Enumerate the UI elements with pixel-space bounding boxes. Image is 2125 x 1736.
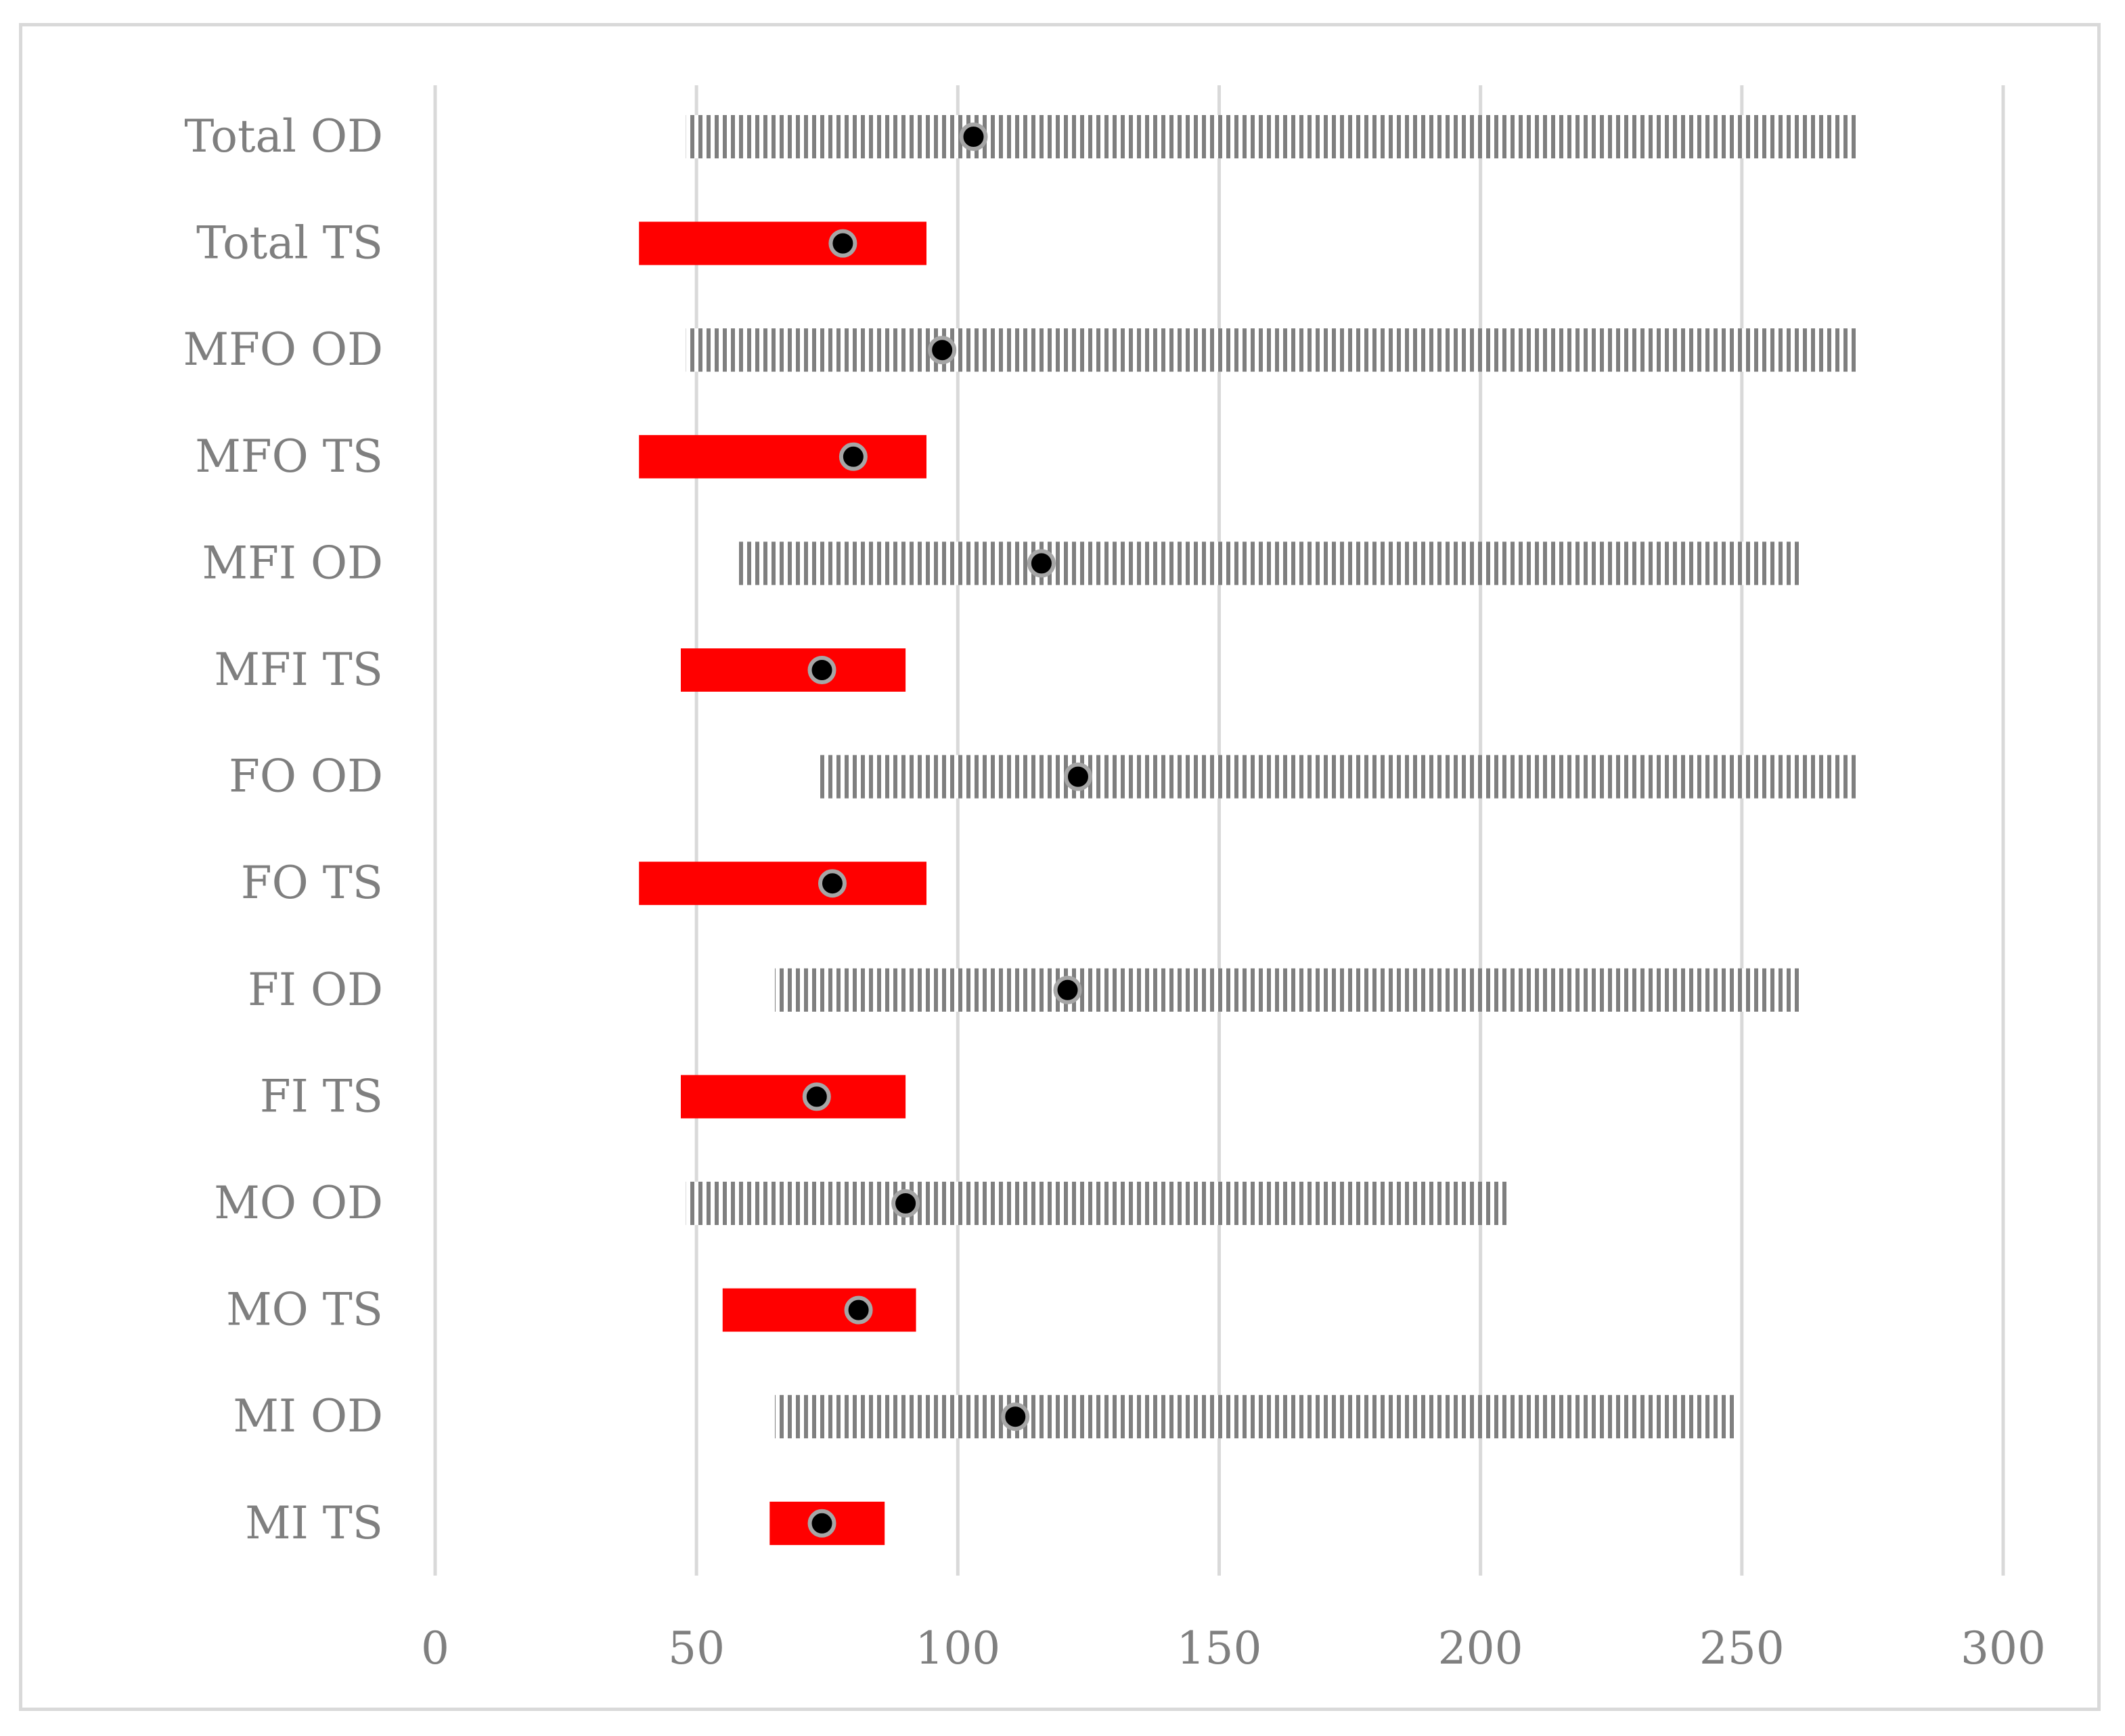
category-label: MI OD — [233, 1390, 383, 1442]
range-bar-od — [738, 541, 1799, 585]
range-bar-ts — [639, 435, 926, 478]
value-marker — [891, 1189, 920, 1218]
value-marker — [959, 123, 988, 151]
range-bar-od — [686, 115, 1857, 158]
range-bar-ts — [722, 1288, 916, 1332]
grid-lines — [433, 85, 2005, 1576]
x-tick-label: 50 — [668, 1622, 725, 1674]
value-marker — [1001, 1402, 1030, 1431]
x-tick-label: 150 — [1177, 1622, 1262, 1674]
x-axis-tick-labels: 0 50 100 150 200 250 300 — [421, 1622, 2046, 1674]
category-label: MO TS — [226, 1284, 383, 1336]
value-marker — [1053, 975, 1082, 1004]
range-bar-ts — [680, 648, 906, 692]
category-label: MFO TS — [195, 430, 383, 483]
x-tick-label: 250 — [1699, 1622, 1785, 1674]
category-label: Total TS — [196, 217, 383, 269]
value-marker — [802, 1082, 831, 1111]
value-marker — [807, 656, 836, 684]
range-bar-ts — [639, 221, 926, 265]
category-label: FI TS — [260, 1070, 383, 1122]
category-label: MFO OD — [183, 324, 384, 376]
category-label: MFI OD — [202, 537, 383, 589]
range-bars — [639, 115, 1857, 1545]
category-label: FO OD — [229, 751, 383, 803]
category-label: FI OD — [248, 964, 383, 1016]
category-labels: Total OD Total TS MFO OD MFO TS MFI OD MFI TS… — [183, 110, 384, 1549]
category-label: FO TS — [241, 857, 383, 909]
category-label: MFI TS — [214, 644, 383, 696]
value-marker — [844, 1295, 873, 1325]
x-tick-label: 100 — [915, 1622, 1000, 1674]
value-markers — [802, 123, 1092, 1538]
value-marker — [818, 869, 847, 898]
range-bar-od — [775, 968, 1799, 1012]
range-bar-od — [816, 755, 1857, 799]
value-marker — [828, 229, 857, 258]
value-marker — [1027, 549, 1056, 578]
category-label: Total OD — [184, 110, 383, 162]
x-tick-label: 0 — [421, 1622, 449, 1674]
category-label: MO OD — [214, 1177, 383, 1229]
range-bar-od — [775, 1395, 1737, 1439]
range-bar-od — [686, 1182, 1507, 1225]
x-tick-label: 200 — [1438, 1622, 1523, 1674]
range-bar-ts — [639, 862, 926, 906]
value-marker — [807, 1509, 836, 1538]
value-marker — [838, 442, 868, 471]
category-label: MI TS — [245, 1497, 383, 1549]
range-bar-od — [686, 328, 1857, 372]
x-tick-label: 300 — [1961, 1622, 2046, 1674]
range-bar-ts — [680, 1075, 906, 1119]
value-marker — [1063, 762, 1092, 791]
value-marker — [928, 336, 957, 365]
